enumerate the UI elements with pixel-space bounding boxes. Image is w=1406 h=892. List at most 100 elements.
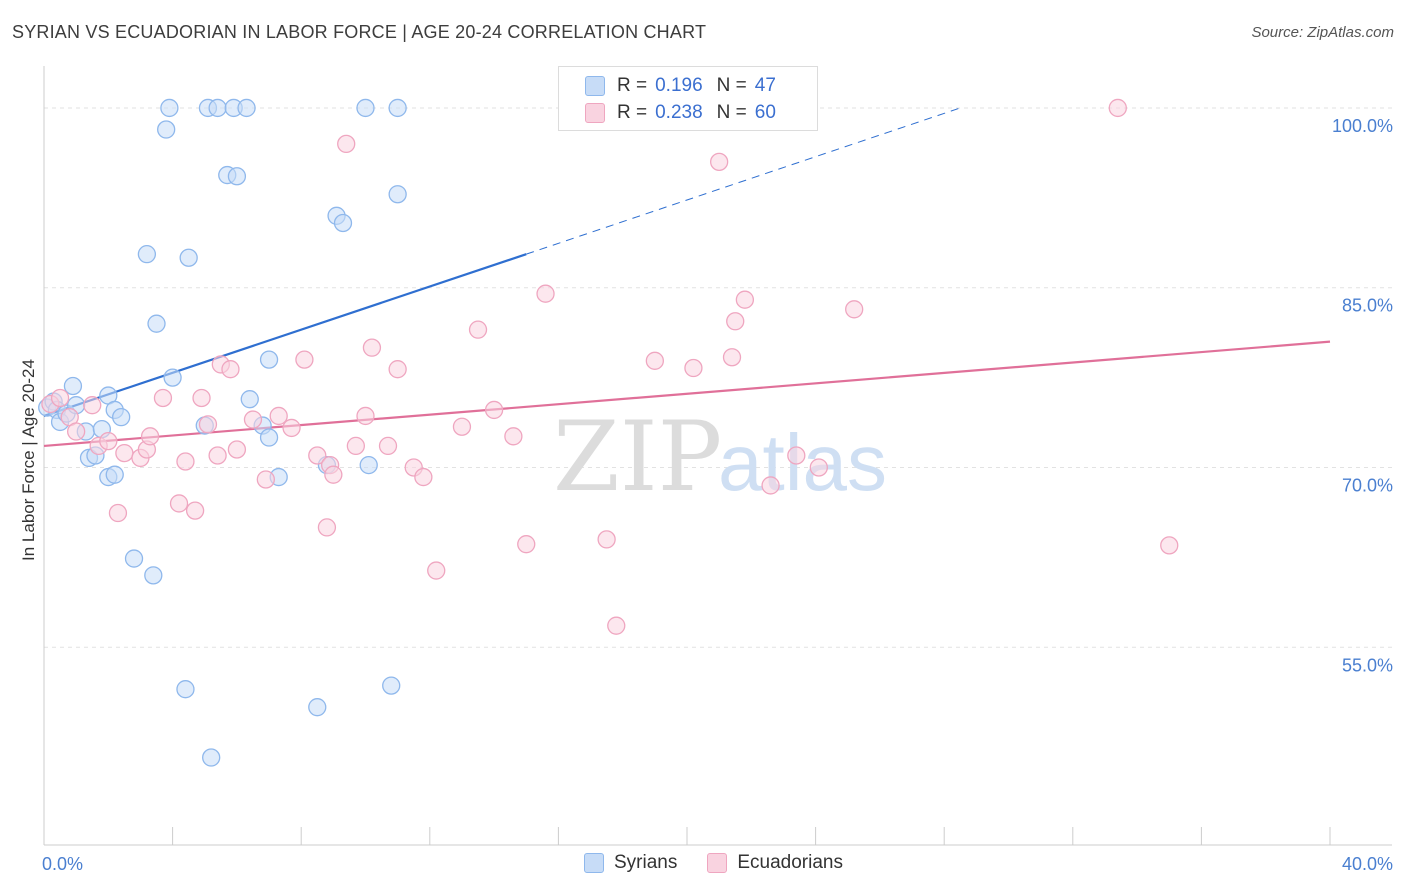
point-syrians xyxy=(259,350,279,369)
point-ecuadorians xyxy=(269,406,288,426)
series-legend-ecuadorians: Ecuadorians xyxy=(707,852,843,874)
point-syrians xyxy=(259,428,279,447)
x-tick-labels: 0.0% 40.0% xyxy=(42,854,1393,874)
point-syrians xyxy=(240,390,259,409)
point-syrians xyxy=(124,549,144,568)
point-syrians xyxy=(208,98,227,118)
point-syrians xyxy=(112,407,131,427)
point-ecuadorians xyxy=(227,440,247,459)
gridlines xyxy=(44,107,1392,648)
y-axis-label: In Labor Force | Age 20-24 xyxy=(19,359,38,561)
point-syrians xyxy=(308,698,327,717)
point-ecuadorians xyxy=(787,446,806,465)
point-ecuadorians xyxy=(169,494,189,513)
point-ecuadorians xyxy=(452,417,472,436)
point-syrians xyxy=(237,98,256,118)
point-ecuadorians xyxy=(99,431,118,451)
series-legend: Syrians Ecuadorians xyxy=(584,852,873,874)
point-ecuadorians xyxy=(282,418,301,438)
point-ecuadorians xyxy=(243,410,263,429)
chart-source: Source: ZipAtlas.com xyxy=(1251,24,1394,41)
point-ecuadorians xyxy=(337,134,356,154)
point-ecuadorians xyxy=(378,436,398,456)
point-ecuadorians xyxy=(208,446,227,465)
y-tick-label: 55.0% xyxy=(1342,655,1393,675)
point-ecuadorians xyxy=(295,350,314,369)
point-ecuadorians xyxy=(140,427,160,446)
point-ecuadorians xyxy=(346,436,366,456)
chart-title: SYRIAN VS ECUADORIAN IN LABOR FORCE | AG… xyxy=(12,22,707,42)
point-syrians xyxy=(359,455,378,475)
point-syrians xyxy=(105,465,124,484)
point-ecuadorians xyxy=(414,467,433,487)
point-syrians xyxy=(333,213,353,233)
series-swatch-ecuadorians xyxy=(707,853,728,873)
x-tick-label-min: 0.0% xyxy=(42,854,83,874)
point-ecuadorians xyxy=(83,396,102,415)
point-ecuadorians xyxy=(308,446,327,465)
point-ecuadorians xyxy=(684,358,703,378)
point-syrians xyxy=(63,376,83,396)
legend-row-syrians: R = 0.196 N = 47 xyxy=(585,73,776,99)
point-syrians xyxy=(176,680,195,699)
point-ecuadorians xyxy=(50,388,70,408)
point-ecuadorians xyxy=(536,284,555,303)
point-ecuadorians xyxy=(597,530,616,549)
legend-n-value-ecuadorians: 60 xyxy=(754,102,776,123)
point-ecuadorians xyxy=(761,476,780,495)
legend-swatch-ecuadorians xyxy=(585,103,605,123)
point-ecuadorians xyxy=(722,348,742,367)
legend-r-label: R = xyxy=(617,75,648,96)
point-ecuadorians xyxy=(192,388,211,408)
point-ecuadorians xyxy=(356,406,375,426)
point-ecuadorians xyxy=(221,360,240,379)
y-tick-label: 100.0% xyxy=(1332,116,1393,136)
point-syrians xyxy=(144,566,163,585)
trend-lines xyxy=(43,107,1331,448)
point-syrians xyxy=(157,120,176,139)
legend-n-label: N = xyxy=(716,102,747,123)
legend-r-label: R = xyxy=(617,102,648,123)
point-ecuadorians xyxy=(607,616,626,635)
point-ecuadorians xyxy=(256,470,275,489)
watermark-atlas: atlas xyxy=(718,418,887,507)
point-syrians xyxy=(202,748,221,767)
legend-r-value-ecuadorians: 0.238 xyxy=(655,102,703,123)
point-ecuadorians xyxy=(115,443,134,463)
point-ecuadorians xyxy=(809,458,828,477)
point-ecuadorians xyxy=(1108,98,1127,118)
y-tick-label: 70.0% xyxy=(1342,475,1393,495)
point-syrians xyxy=(356,98,375,118)
point-ecuadorians xyxy=(484,400,504,420)
point-ecuadorians xyxy=(517,535,536,554)
point-syrians xyxy=(382,676,401,695)
point-ecuadorians xyxy=(1160,536,1179,555)
point-ecuadorians xyxy=(468,320,488,339)
point-syrians xyxy=(227,167,247,186)
watermark-zip: ZIP xyxy=(553,401,722,513)
legend-row-ecuadorians: R = 0.238 N = 60 xyxy=(585,100,776,126)
series-swatch-syrians xyxy=(584,853,604,873)
point-syrians xyxy=(160,98,179,118)
point-ecuadorians xyxy=(388,360,407,379)
legend-r-value-syrians: 0.196 xyxy=(655,75,703,96)
point-syrians xyxy=(163,368,182,387)
point-ecuadorians xyxy=(185,501,205,520)
y-tick-label: 85.0% xyxy=(1342,296,1393,316)
series-legend-label: Ecuadorians xyxy=(737,852,843,873)
point-ecuadorians xyxy=(324,465,343,484)
point-ecuadorians xyxy=(504,427,523,446)
data-points xyxy=(38,98,1179,767)
point-ecuadorians xyxy=(710,152,729,172)
point-ecuadorians xyxy=(735,290,755,309)
legend-n-value-syrians: 47 xyxy=(754,75,776,96)
point-ecuadorians xyxy=(198,415,218,434)
legend-n-label: N = xyxy=(716,75,747,96)
point-ecuadorians xyxy=(176,452,195,471)
point-ecuadorians xyxy=(108,503,128,523)
point-ecuadorians xyxy=(845,300,864,319)
series-legend-label: Syrians xyxy=(614,852,678,873)
trend-line-syrians xyxy=(43,253,527,417)
point-syrians xyxy=(179,248,198,267)
